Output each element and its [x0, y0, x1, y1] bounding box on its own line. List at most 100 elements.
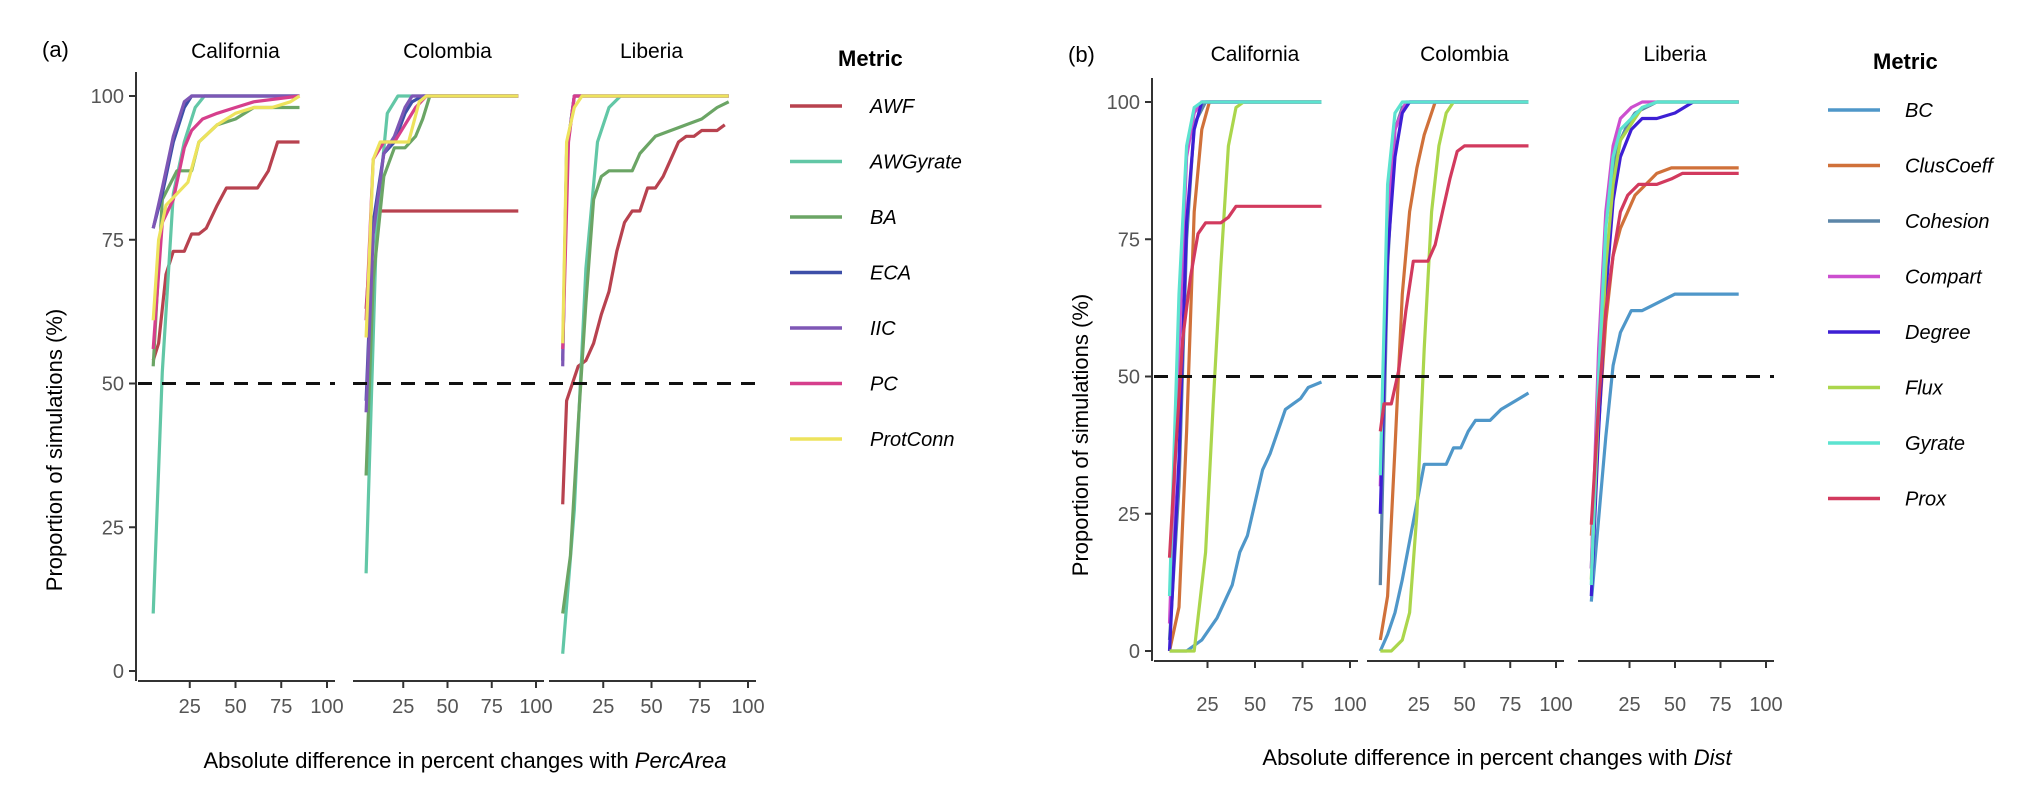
- legend-label: PC: [870, 374, 898, 396]
- x-tick-label: 100: [1749, 694, 1782, 716]
- panel-a-y-axis-label: Proportion of simulations (%): [42, 309, 67, 591]
- series-line-eca-california: [151, 94, 300, 229]
- series-line-awf-liberia: [561, 123, 726, 505]
- y-tick-label: 25: [1118, 504, 1140, 526]
- panel-a-x-axis-label: Absolute difference in percent changes w…: [203, 748, 726, 773]
- legend-item-eca: ECA: [790, 263, 911, 285]
- y-tick-label: 50: [102, 374, 124, 396]
- facet-colombia: Colombia 25 50 75 100: [353, 40, 553, 718]
- y-tick-label: 100: [1107, 92, 1140, 114]
- panel-b-legend-title: Metric: [1873, 49, 1938, 74]
- y-tick-label: 75: [1118, 229, 1140, 251]
- legend-item-protconn: ProtConn: [790, 429, 955, 451]
- x-tick-label: 25: [179, 696, 201, 718]
- legend-label: ClusCoeff: [1905, 156, 1995, 178]
- legend-label: Compart: [1905, 267, 1983, 289]
- facet-title: Liberia: [620, 40, 683, 63]
- series-line-pc-liberia: [561, 94, 729, 350]
- series-line-cohesion-california: [1167, 100, 1322, 641]
- series-line-flux-colombia: [1380, 100, 1529, 653]
- series-line-awgyrate-colombia: [364, 94, 519, 574]
- legend-label: BC: [1905, 100, 1933, 122]
- legend-label: Gyrate: [1905, 433, 1965, 455]
- panel-a-legend: AWF AWGyrate BA ECA IIC PC ProtConn: [790, 96, 962, 451]
- panel-a-plot-area: 0 25 50 75 100 California 25 50 75 100 Colombia 25 5…: [91, 40, 765, 718]
- panel-b: (b) Proportion of simulations (%) Absolu…: [1068, 42, 1995, 770]
- legend-item-cluscoeff: ClusCoeff: [1828, 156, 1995, 178]
- series-line-flux-california: [1169, 100, 1322, 653]
- legend-item-flux: Flux: [1828, 378, 1944, 400]
- x-tick-label: 50: [640, 696, 662, 718]
- legend-label: ProtConn: [870, 429, 955, 451]
- legend-item-awf: AWF: [790, 96, 916, 118]
- series-line-ba-colombia: [364, 94, 519, 476]
- panel-a: (a) Proportion of simulations (%) Absolu…: [42, 37, 962, 773]
- panel-a-x-axis-label-text: Absolute difference in percent changes w…: [203, 748, 628, 773]
- legend-item-awgyrate: AWGyrate: [790, 152, 962, 174]
- legend-item-ba: BA: [790, 207, 897, 229]
- series-line-bc-california: [1169, 380, 1323, 653]
- x-tick-label: 50: [1453, 694, 1475, 716]
- x-tick-label: 25: [1618, 694, 1640, 716]
- y-tick-label: 100: [91, 86, 124, 108]
- series-line-cluscoeff-colombia: [1378, 100, 1529, 641]
- y-tick-label: 75: [102, 230, 124, 252]
- series-line-awf-colombia: [364, 209, 519, 309]
- legend-label: ECA: [870, 263, 911, 285]
- x-tick-label: 50: [1244, 694, 1266, 716]
- legend-item-prox: Prox: [1828, 489, 1947, 511]
- y-tick-label: 25: [102, 517, 124, 539]
- series-line-iic-colombia: [364, 94, 519, 413]
- series-line-prox-colombia: [1378, 144, 1529, 432]
- facet-title: California: [1211, 43, 1300, 66]
- series-line-gyrate-liberia: [1589, 100, 1739, 586]
- facet-title: California: [191, 40, 280, 63]
- legend-label: BA: [870, 207, 897, 229]
- legend-item-degree: Degree: [1828, 322, 1971, 344]
- series-line-prox-california: [1167, 204, 1322, 558]
- panel-b-x-axis-label-italic: Dist: [1694, 745, 1733, 770]
- legend-label: Flux: [1905, 378, 1944, 400]
- series-line-iic-california: [151, 94, 300, 229]
- facet-title: Colombia: [403, 40, 492, 63]
- y-tick-label: 50: [1118, 367, 1140, 389]
- x-tick-label: 50: [436, 696, 458, 718]
- legend-item-compart: Compart: [1828, 267, 1983, 289]
- series-line-eca-liberia: [561, 94, 729, 361]
- x-tick-label: 75: [481, 696, 503, 718]
- panel-a-legend-title: Metric: [838, 46, 903, 71]
- x-tick-label: 75: [270, 696, 292, 718]
- legend-item-gyrate: Gyrate: [1828, 433, 1965, 455]
- x-tick-label: 25: [1408, 694, 1430, 716]
- x-tick-label: 75: [1291, 694, 1313, 716]
- series-line-pc-colombia: [364, 94, 519, 321]
- y-tick-label: 0: [1129, 641, 1140, 663]
- series-line-awgyrate-liberia: [561, 94, 729, 654]
- legend-label: IIC: [870, 318, 896, 340]
- x-tick-label: 50: [224, 696, 246, 718]
- series-line-protconn-liberia: [561, 94, 729, 344]
- x-tick-label: 25: [392, 696, 414, 718]
- x-tick-label: 25: [1196, 694, 1218, 716]
- series-line-cluscoeff-liberia: [1589, 166, 1739, 536]
- x-tick-label: 75: [1499, 694, 1521, 716]
- facet-title: Liberia: [1643, 43, 1706, 66]
- x-tick-label: 75: [689, 696, 711, 718]
- x-tick-label: 100: [1539, 694, 1572, 716]
- panel-a-label: (a): [42, 37, 69, 62]
- x-tick-label: 50: [1664, 694, 1686, 716]
- facet-liberia: Liberia 25 50 75 100: [549, 40, 765, 718]
- series-line-bc-colombia: [1378, 391, 1530, 652]
- panel-b-legend: BC ClusCoeff Cohesion Compart Degree Flux Gyra…: [1828, 100, 1995, 511]
- legend-item-bc: BC: [1828, 100, 1933, 122]
- series-line-prox-liberia: [1589, 171, 1739, 525]
- legend-item-pc: PC: [790, 374, 898, 396]
- panel-b-plot-area: 0 25 50 75 100 California 25 50 75 100 Colombia 25 5…: [1107, 43, 1783, 716]
- series-line-protconn-colombia: [364, 94, 519, 338]
- legend-item-iic: IIC: [790, 318, 896, 340]
- legend-item-cohesion: Cohesion: [1828, 211, 1990, 233]
- panel-b-x-axis-label: Absolute difference in percent changes w…: [1262, 745, 1732, 770]
- series-line-gyrate-colombia: [1378, 100, 1529, 476]
- panel-b-x-axis-label-text: Absolute difference in percent changes w…: [1262, 745, 1687, 770]
